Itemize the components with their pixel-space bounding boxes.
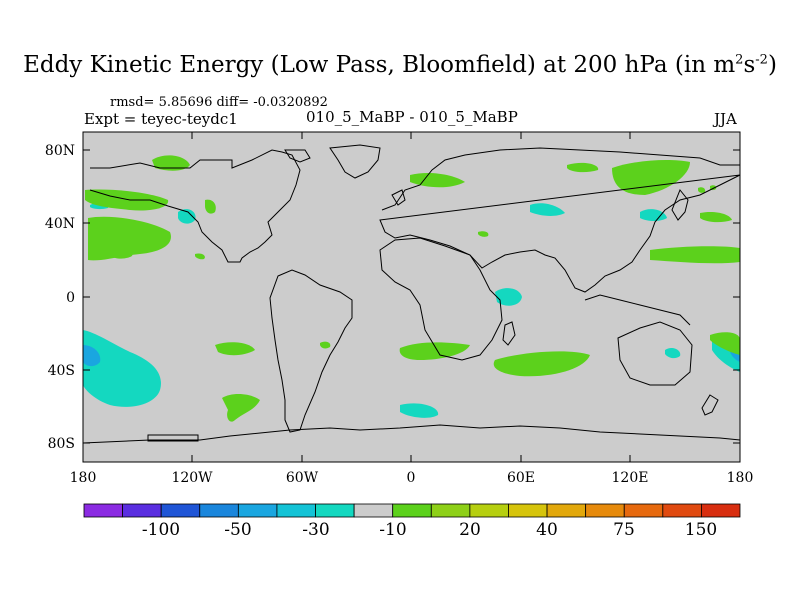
- green-blob-north-pacific: [88, 216, 171, 261]
- coastline-antarctic-peninsula: [147, 434, 199, 442]
- x-tick-label: 60E: [507, 470, 535, 486]
- colorbar-swatch: [701, 503, 741, 518]
- coastline-north-america: [89, 149, 301, 263]
- colorbar-swatch: [353, 503, 394, 518]
- cyan-blob-madagascar: [665, 347, 681, 359]
- colorbar-swatch: [662, 503, 702, 518]
- green-blob-pacific-ne: [205, 199, 216, 214]
- green-blob-pacific-subtropical: [650, 246, 740, 264]
- green-blob-indian-south: [493, 351, 590, 377]
- colorbar-label: -10: [379, 520, 406, 540]
- x-tick-label: 120E: [612, 470, 649, 486]
- cyan-blob-africa-east: [495, 288, 522, 306]
- coastline-uk: [391, 189, 406, 206]
- green-blob-north-small-1: [698, 187, 706, 193]
- coastline-arctic-islands: [284, 149, 311, 163]
- plot-title: Eddy Kinetic Energy (Low Pass, Bloomfiel…: [23, 52, 777, 78]
- green-blob-south-america-west: [215, 342, 255, 356]
- y-tick-label: 40S: [48, 363, 75, 379]
- colorbar-label: 20: [459, 520, 481, 540]
- blue-core-south-pacific: [83, 345, 101, 367]
- green-blob-australia-east: [710, 332, 740, 355]
- x-tick-label: 120W: [171, 470, 213, 486]
- y-axis: [83, 149, 740, 444]
- colorbar-swatch: [623, 503, 664, 518]
- x-tick-label: 180: [727, 470, 754, 486]
- colorbar-swatch: [237, 503, 278, 518]
- green-blob-south-pacific-low: [222, 394, 260, 422]
- y-tick-label: 80N: [45, 143, 75, 159]
- green-blob-north-atlantic: [410, 172, 465, 188]
- coastline-south-america: [269, 269, 353, 433]
- colorbar-swatch: [199, 503, 239, 518]
- cyan-blob-south-pacific: [83, 330, 161, 407]
- coastline-africa: [379, 237, 503, 361]
- green-blob-yellow-core: [110, 249, 133, 259]
- coastline-antarctica: [82, 424, 741, 444]
- colorbar-label: -50: [224, 520, 251, 540]
- colorbar-swatch: [546, 503, 587, 518]
- coastline-australia: [617, 321, 693, 386]
- experiment-label: Expt = teyec-teydc1: [84, 110, 238, 128]
- colorbar-swatch: [469, 503, 509, 518]
- colorbar-label: -100: [142, 520, 180, 540]
- colorbar-label: 150: [685, 520, 717, 540]
- colorbar-label: -30: [302, 520, 329, 540]
- center-label: 010_5_MaBP - 010_5_MaBP: [306, 108, 518, 126]
- green-blob-russia-north: [152, 155, 190, 171]
- x-tick-label: 60W: [286, 470, 319, 486]
- coastline-europe-asia: [379, 147, 741, 293]
- colorbar-label: 40: [536, 520, 558, 540]
- green-blob-argentina: [320, 341, 331, 349]
- colorbar-swatch: [315, 503, 355, 518]
- season-label: JJA: [714, 110, 737, 128]
- cyan-blob-central-pacific: [178, 209, 196, 224]
- colorbar-swatch: [83, 503, 123, 518]
- y-tick-label: 40N: [45, 216, 75, 232]
- coastline-indonesia: [584, 294, 691, 326]
- green-blob-pacific-west: [700, 211, 732, 223]
- coastline-japan: [671, 189, 689, 221]
- colorbar-swatch: [430, 503, 471, 518]
- coastline-greenland: [329, 144, 381, 179]
- x-tick-labels: 180 120W 60W 0 60E 120E 180: [70, 470, 754, 486]
- green-blob-equator-atlantic: [478, 231, 489, 237]
- stats-line: rmsd= 5.85696 diff= -0.0320892: [110, 95, 328, 110]
- cyan-blob-indian-north: [530, 203, 565, 216]
- rmsd-value: 5.85696: [158, 95, 213, 110]
- colorbar-swatch: [160, 503, 201, 518]
- colorbar-swatch: [276, 503, 316, 518]
- coastlines: [82, 144, 741, 444]
- colorbar-swatch: [392, 503, 432, 518]
- colorbar: [83, 503, 741, 518]
- cyan-blob-atlantic-south: [400, 403, 439, 418]
- colorbar-labels: -100 -50 -30 -10 20 40 75 150: [142, 520, 717, 540]
- colorbar-swatch: [122, 503, 162, 518]
- cyan-blob-china: [640, 209, 667, 221]
- green-blob-mid-pacific: [195, 253, 205, 260]
- green-blob-siberia: [612, 160, 690, 195]
- colorbar-swatch: [508, 503, 548, 518]
- y-tick-labels: 80N 40N 0 40S 80S: [45, 143, 75, 452]
- green-anomalies: [85, 155, 740, 422]
- x-tick-label: 0: [407, 470, 416, 486]
- diff-value: -0.0320892: [253, 95, 328, 110]
- coastline-madagascar: [502, 321, 516, 346]
- x-tick-label: 180: [70, 470, 97, 486]
- y-tick-label: 0: [66, 290, 75, 306]
- colorbar-swatch: [585, 503, 625, 518]
- y-tick-label: 80S: [48, 436, 75, 452]
- x-axis: [82, 132, 741, 462]
- colorbar-label: 75: [613, 520, 635, 540]
- green-blob-india: [567, 162, 599, 173]
- green-blob-atlantic-south: [399, 342, 470, 360]
- coastline-new-zealand: [701, 394, 719, 416]
